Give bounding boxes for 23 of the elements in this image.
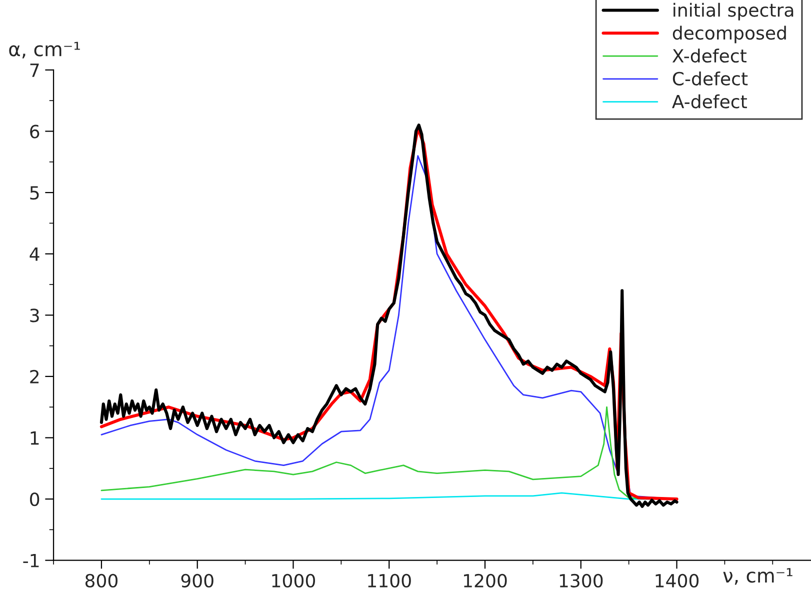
y-tick-label: 4 — [30, 248, 40, 261]
x-tick-label: 800 — [85, 574, 118, 588]
y-tick-label: 1 — [30, 431, 39, 445]
y-tick-label: 0 — [30, 492, 40, 506]
legend-label: X-defect — [672, 48, 746, 63]
legend-label: initial spectra — [674, 2, 794, 20]
x-tick-label: 1400 — [656, 574, 699, 588]
legend-label: decomposed — [672, 26, 786, 44]
y-tick-label: 2 — [30, 370, 39, 384]
y-tick-label: 3 — [30, 308, 39, 322]
y-tick-label: 6 — [30, 124, 40, 138]
y-tick-label: -1 — [23, 554, 39, 568]
x-tick-label: 1000 — [272, 574, 316, 588]
legend-label: A-defect — [672, 94, 747, 108]
x-axis-title: ν, cm⁻¹ — [723, 568, 792, 585]
y-axis-title: α, cm⁻¹ — [9, 42, 80, 58]
x-tick-label: 1200 — [464, 574, 507, 588]
y-tick-label: 5 — [30, 186, 39, 200]
x-tick-label: 1300 — [560, 574, 603, 588]
legend-label: C-defect — [672, 72, 748, 86]
x-tick-label: 1100 — [368, 574, 411, 588]
y-tick-label: 7 — [30, 64, 39, 77]
x-tick-label: 900 — [181, 574, 214, 588]
